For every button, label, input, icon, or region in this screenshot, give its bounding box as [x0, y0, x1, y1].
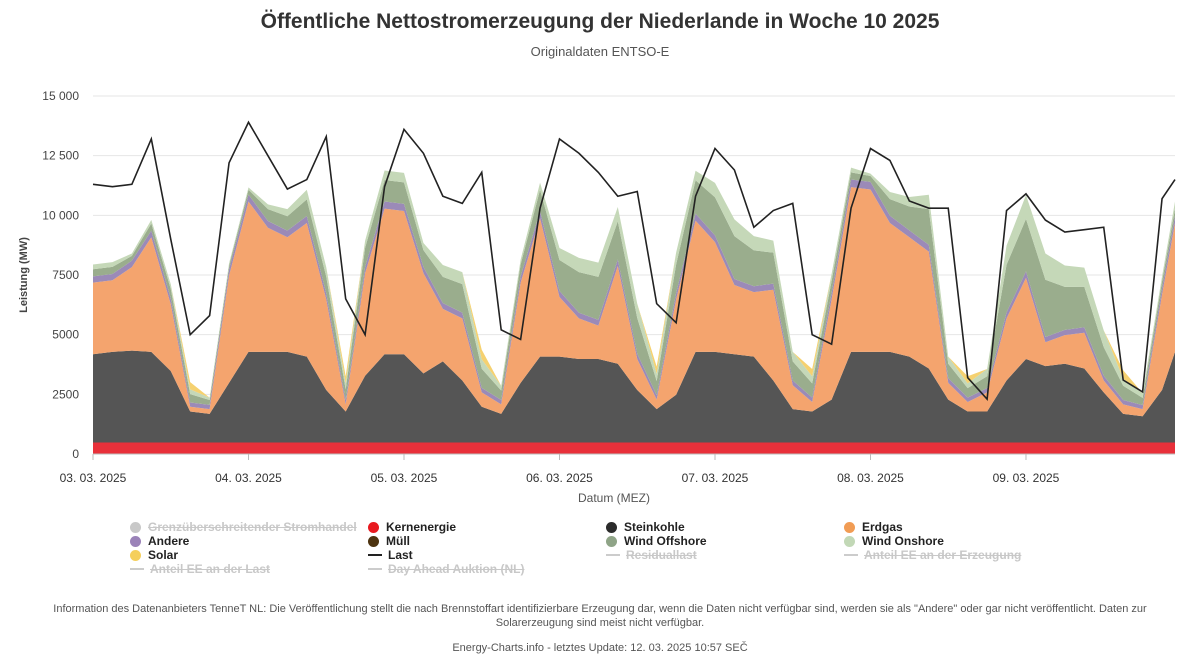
- legend-label: Erdgas: [862, 520, 903, 534]
- legend-label: Wind Offshore: [624, 534, 707, 548]
- x-axis-title: Datum (MEZ): [578, 491, 650, 505]
- legend-item-wind-offshore[interactable]: Wind Offshore: [606, 534, 707, 548]
- chart-plot: 0 2500 5000 7500 10 000 12 500 15 000 03. 03. 2…: [18, 89, 1176, 505]
- legend-line-icon: [844, 554, 858, 556]
- source-credit: Energy-Charts.info - letztes Update: 12.…: [452, 642, 748, 654]
- legend-dot-icon: [130, 549, 141, 561]
- y-tick-label: 10 000: [42, 208, 79, 222]
- area-steinkohle: [93, 350, 1175, 443]
- legend-dot-icon: [368, 535, 379, 547]
- x-tick-label: 04. 03. 2025: [215, 471, 282, 485]
- legend-line-icon: [368, 568, 382, 570]
- legend-item-anteil-ee-an-der-erzeugung[interactable]: Anteil EE an der Erzeugung: [844, 548, 1021, 562]
- x-tick-label: 03. 03. 2025: [60, 471, 127, 485]
- x-tick-label: 09. 03. 2025: [993, 471, 1060, 485]
- legend-label: Wind Onshore: [862, 534, 944, 548]
- legend-dot-icon: [606, 535, 617, 547]
- legend-label: Solar: [148, 548, 179, 562]
- chart-subtitle: Originaldaten ENTSO-E: [530, 44, 670, 59]
- legend-label: Steinkohle: [624, 520, 685, 534]
- legend-dot-icon: [130, 535, 141, 547]
- legend-dot-icon: [368, 521, 379, 533]
- legend-label: Last: [388, 548, 413, 562]
- legend-item-solar[interactable]: Solar: [130, 548, 178, 562]
- legend-line-icon: [130, 568, 144, 570]
- x-tick-label: 06. 03. 2025: [526, 471, 593, 485]
- legend-item-anteil-ee-an-der-last[interactable]: Anteil EE an der Last: [130, 562, 270, 576]
- x-tick-label: 07. 03. 2025: [682, 471, 749, 485]
- y-axis-title: Leistung (MW): [18, 237, 30, 313]
- legend-label: Kernenergie: [386, 520, 457, 534]
- chart-title: Öffentliche Nettostromerzeugung der Nied…: [260, 10, 940, 33]
- line-last: [92, 120, 1176, 401]
- legend-item-andere[interactable]: Andere: [130, 534, 189, 548]
- x-tick-label: 08. 03. 2025: [837, 471, 904, 485]
- legend-label: Residuallast: [626, 548, 697, 562]
- y-tick-label: 15 000: [42, 89, 79, 103]
- legend-line-icon: [606, 554, 620, 556]
- legend-dot-icon: [844, 521, 855, 533]
- legend-item-erdgas[interactable]: Erdgas: [844, 520, 903, 534]
- legend-item-steinkohle[interactable]: Steinkohle: [606, 520, 685, 534]
- legend-dot-icon: [130, 521, 141, 533]
- y-tick-label: 12 500: [42, 149, 79, 163]
- legend-label: Müll: [386, 534, 410, 548]
- y-tick-label: 2500: [52, 387, 79, 401]
- legend-label: Anteil EE an der Last: [150, 562, 271, 576]
- area-erdgas: [93, 187, 1175, 417]
- y-tick-label: 7500: [52, 268, 79, 282]
- legend-item-kernenergie[interactable]: Kernenergie: [368, 520, 456, 534]
- legend-item-grenzüberschreitender-stromhandel[interactable]: Grenzüberschreitender Stromhandel: [130, 520, 357, 534]
- legend-dot-icon: [606, 521, 617, 533]
- y-tick-label: 5000: [52, 328, 79, 342]
- legend-dot-icon: [844, 535, 855, 547]
- legend-label: Day Ahead Auktion (NL): [388, 562, 525, 576]
- legend-label: Grenzüberschreitender Stromhandel: [148, 520, 357, 534]
- legend-item-residuallast[interactable]: Residuallast: [606, 548, 697, 562]
- area-kernenergie: [93, 442, 1175, 454]
- legend-label: Anteil EE an der Erzeugung: [864, 548, 1022, 562]
- legend-label: Andere: [148, 534, 190, 548]
- legend-item-last[interactable]: Last: [368, 548, 413, 562]
- legend-line-icon: [368, 554, 382, 556]
- y-tick-label: 0: [72, 447, 79, 461]
- legend-item-day-ahead-auktion-nl-[interactable]: Day Ahead Auktion (NL): [368, 562, 524, 576]
- legend-item-müll[interactable]: Müll: [368, 534, 410, 548]
- legend-item-wind-onshore[interactable]: Wind Onshore: [844, 534, 944, 548]
- x-tick-label: 05. 03. 2025: [371, 471, 438, 485]
- data-provider-info: Information des Datenanbieters TenneT NL…: [53, 603, 1147, 629]
